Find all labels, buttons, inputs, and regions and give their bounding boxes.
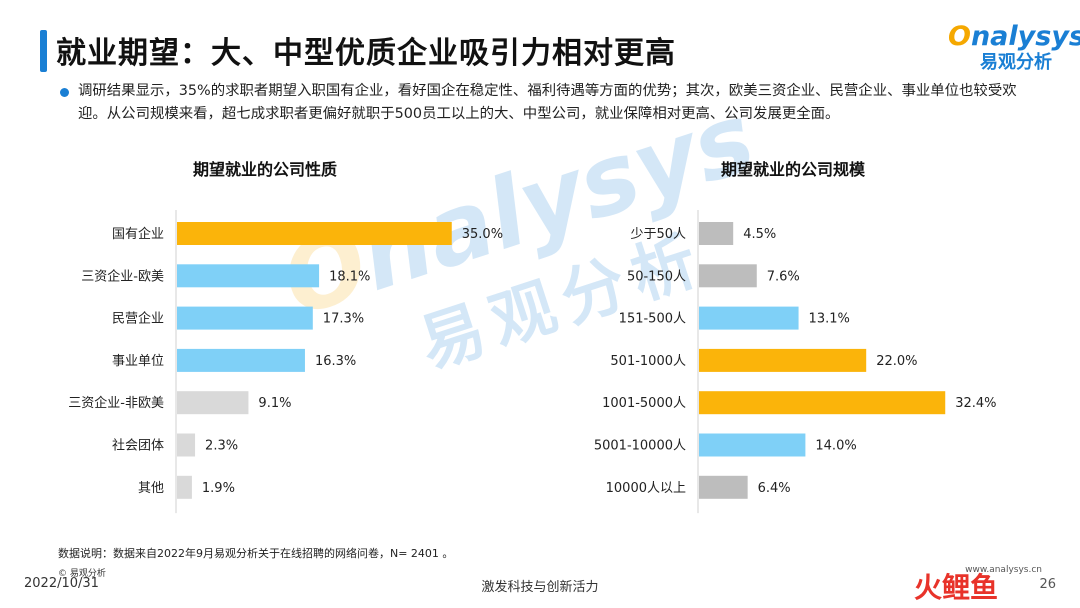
footer-slogan: 激发科技与创新活力 [481,580,599,595]
category-label: 民营企业 [112,311,164,327]
value-label: 9.1% [258,396,291,411]
bar [177,264,320,288]
bar [177,475,192,499]
huoliyu-logo: 火鲤鱼 [914,571,998,603]
category-label: 事业单位 [112,354,164,369]
huoliyu-logo-text: 火鲤鱼 [914,571,998,603]
bullet-icon [60,88,69,97]
value-label: 18.1% [329,269,370,284]
logo-en-text: nalysys [970,21,1080,52]
bar [699,475,748,499]
bar [699,306,799,330]
value-label: 17.3% [323,312,364,327]
bar [177,222,452,245]
logo-cn-text: 易观分析 [980,52,1052,73]
category-label: 50-150人 [627,269,686,284]
category-label: 国有企业 [112,226,164,242]
value-label: 6.4% [758,481,791,496]
value-label: 13.1% [809,312,850,327]
category-label: 其他 [138,481,164,496]
data-note: 数据说明：数据来自2022年9月易观分析关于在线招聘的网络问卷，N= 2401 … [58,547,454,560]
copyright: © 易观分析 [58,569,106,579]
bar [177,433,196,457]
value-label: 35.0% [462,227,503,242]
website: www.analysys.cn [965,565,1042,575]
bar [177,306,313,330]
category-label: 5001-10000人 [594,439,686,454]
category-label: 1001-5000人 [602,396,686,411]
logo-o: O [948,21,971,52]
category-label: 501-1000人 [610,354,686,369]
bar [699,391,946,415]
summary-text: 调研结果显示，35%的求职者期望入职国有企业，看好国企在稳定性、福利待遇等方面的… [78,83,1017,122]
value-label: 2.3% [205,439,238,454]
bar [699,264,757,288]
page-title: 就业期望：大、中型优质企业吸引力相对更高 [56,36,676,71]
category-label: 社会团体 [112,438,164,454]
report-date: 2022/10/31 [24,576,99,591]
value-label: 4.5% [743,227,776,242]
chart-title-company-type: 期望就业的公司性质 [192,160,337,179]
category-label: 三资企业-非欧美 [68,395,164,411]
value-label: 14.0% [815,439,856,454]
chart-title-company-size: 期望就业的公司规模 [720,160,865,179]
value-label: 22.0% [876,354,917,369]
title-accent-bar [40,30,47,72]
category-label: 10000人以上 [606,481,686,496]
page-number: 26 [1039,577,1056,592]
bar [699,222,734,245]
value-label: 1.9% [202,481,235,496]
category-label: 少于50人 [630,227,686,242]
bar [177,348,305,372]
bar [177,391,249,415]
category-label: 151-500人 [619,312,686,327]
value-label: 32.4% [955,396,996,411]
analysys-logo: Onalysys 易观分析 [948,21,1080,82]
bar [699,348,867,372]
bar [699,433,806,457]
value-label: 7.6% [767,269,800,284]
value-label: 16.3% [315,354,356,369]
category-label: 三资企业-欧美 [81,268,164,284]
